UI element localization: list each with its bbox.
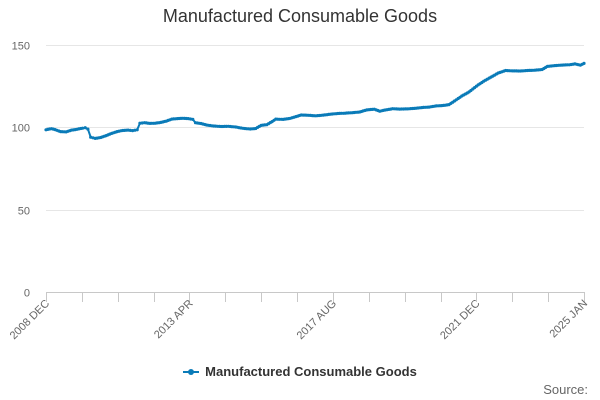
y-tick-label: 0 — [24, 288, 30, 300]
legend-swatch-icon — [183, 367, 200, 377]
x-tick-label: 2025 JAN — [547, 298, 590, 341]
data-point — [86, 127, 90, 131]
data-point — [191, 117, 195, 121]
y-tick-label: 50 — [18, 206, 30, 218]
chart-title: Manufactured Consumable Goods — [162, 6, 438, 26]
x-axis-tick-labels: 2008 DEC 2013 APR 2017 AUG 2021 DEC 2025 JAN — [8, 298, 590, 342]
legend-label: Manufactured Consumable Goods — [205, 364, 417, 379]
data-point — [138, 121, 142, 125]
x-tick-label: 2013 APR — [152, 298, 196, 342]
legend-item[interactable]: Manufactured Consumable Goods — [183, 364, 417, 379]
grid-lines — [46, 45, 584, 211]
data-point — [83, 126, 87, 130]
data-point — [135, 128, 139, 132]
x-tick-label: 2021 DEC — [438, 298, 482, 342]
x-tick-label: 2008 DEC — [8, 298, 52, 342]
y-tick-label: 100 — [12, 123, 30, 135]
source-credit: Source: — [543, 382, 588, 397]
y-tick-label: 150 — [12, 41, 30, 53]
data-point — [80, 126, 85, 130]
x-axis — [46, 292, 585, 302]
x-tick-label: 2017 AUG — [295, 298, 339, 342]
data-point — [582, 61, 586, 65]
series-layer — [44, 61, 586, 140]
data-point — [128, 128, 132, 132]
y-axis-tick-labels: 0 50 100 150 — [12, 41, 30, 300]
legend: Manufactured Consumable Goods — [0, 364, 600, 380]
series-markers — [44, 61, 586, 140]
